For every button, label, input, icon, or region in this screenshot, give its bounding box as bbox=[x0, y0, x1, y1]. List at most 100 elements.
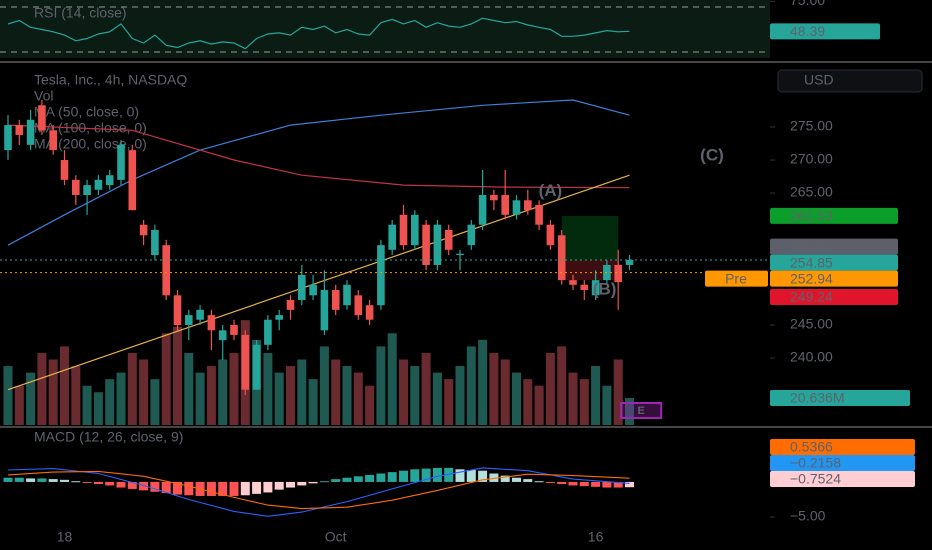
histogram-bar bbox=[319, 481, 329, 483]
histogram-bar bbox=[105, 481, 115, 486]
currency-button-label[interactable]: USD bbox=[804, 72, 834, 88]
volume-bar bbox=[105, 379, 115, 425]
candle-body bbox=[377, 245, 385, 306]
histogram-bar bbox=[150, 481, 160, 492]
histogram-bar bbox=[557, 481, 567, 485]
candle-body bbox=[83, 185, 91, 196]
histogram-bar bbox=[432, 467, 442, 482]
event-label: E bbox=[637, 405, 644, 417]
volume-bar bbox=[3, 366, 13, 425]
volume-bar bbox=[139, 359, 149, 425]
x-tick-label: 16 bbox=[588, 529, 604, 545]
histogram-bar bbox=[26, 478, 36, 482]
legend-entry: Vol bbox=[34, 88, 53, 104]
candle-body bbox=[218, 330, 227, 341]
histogram-bar bbox=[579, 481, 589, 487]
currency-button[interactable]: USD bbox=[777, 69, 923, 93]
wave-label: (A) bbox=[539, 181, 563, 200]
candle-body bbox=[422, 224, 430, 265]
candle-body bbox=[196, 309, 204, 320]
volume-bar bbox=[150, 379, 160, 425]
volume-bar bbox=[82, 385, 92, 425]
candle-body bbox=[15, 125, 24, 135]
candle-body bbox=[230, 325, 238, 335]
histogram-bar bbox=[545, 481, 555, 483]
volume-bar bbox=[353, 372, 363, 425]
x-tick-label: 18 bbox=[57, 529, 73, 545]
wave-label: (C) bbox=[700, 146, 724, 165]
histogram-bar bbox=[455, 469, 465, 482]
price-label: −0.2158 bbox=[790, 455, 841, 471]
volume-bar bbox=[229, 352, 239, 425]
candle-body bbox=[388, 224, 396, 250]
candle-body bbox=[331, 290, 340, 310]
rsi-background bbox=[0, 0, 770, 58]
indicator-title: MACD (12, 26, close, 9) bbox=[34, 429, 183, 445]
indicator-line bbox=[7, 470, 630, 510]
volume-bar bbox=[342, 366, 352, 425]
volume-bar bbox=[93, 392, 103, 425]
volume-bar bbox=[591, 366, 601, 425]
histogram-bar bbox=[387, 472, 397, 482]
volume-bar bbox=[613, 359, 623, 425]
histogram-bar bbox=[568, 481, 578, 486]
candle-body bbox=[433, 224, 442, 265]
candle-body bbox=[535, 204, 543, 225]
histogram-bar bbox=[93, 481, 103, 485]
histogram-bar bbox=[613, 481, 623, 488]
legend-entry: MA (50, close, 0) bbox=[34, 104, 139, 120]
candle-body bbox=[614, 264, 622, 283]
candle-body bbox=[49, 130, 57, 151]
event-marker bbox=[620, 402, 663, 419]
histogram-bar bbox=[206, 481, 216, 496]
chart-title: Tesla, Inc., 4h, NASDAQ bbox=[34, 72, 187, 88]
volume-bar bbox=[263, 352, 273, 425]
histogram-bar bbox=[184, 481, 194, 496]
candle-body bbox=[162, 245, 170, 296]
histogram-bar bbox=[161, 481, 171, 494]
histogram-bar bbox=[263, 481, 273, 493]
candle-body bbox=[207, 315, 216, 331]
y-tick-label: 75.00 bbox=[790, 0, 825, 8]
volume-bar bbox=[319, 346, 329, 425]
rsi-panel: RSI (14, close) 75.00 48.39 bbox=[0, 0, 880, 53]
volume-bar bbox=[286, 366, 295, 425]
candle-body bbox=[546, 224, 555, 246]
candle-body bbox=[343, 284, 351, 306]
volume-bar bbox=[557, 346, 567, 425]
histogram-bar bbox=[240, 481, 250, 496]
candle-body bbox=[151, 229, 159, 256]
volume-bar bbox=[545, 352, 555, 425]
histogram-bar bbox=[3, 477, 13, 482]
volume-bar bbox=[421, 352, 431, 425]
volume-bar bbox=[534, 385, 544, 425]
currency-button-bg[interactable] bbox=[777, 69, 923, 93]
histogram-bar bbox=[71, 481, 81, 483]
candle-body bbox=[501, 195, 509, 215]
candle-body bbox=[128, 150, 137, 211]
candle-body bbox=[591, 280, 600, 296]
histogram-bar bbox=[48, 479, 58, 482]
price-label-box bbox=[770, 389, 910, 406]
volume-bar bbox=[602, 385, 612, 425]
volume-bar bbox=[523, 379, 533, 425]
candle-body bbox=[4, 125, 12, 151]
price-label-box bbox=[770, 207, 898, 224]
candle-body bbox=[241, 334, 250, 390]
y-tick-label: 245.00 bbox=[790, 316, 833, 332]
price-label-box bbox=[770, 270, 898, 287]
candle-body bbox=[444, 229, 453, 250]
candle-body bbox=[557, 235, 566, 281]
histogram-bar bbox=[444, 467, 454, 482]
x-tick-label: Oct bbox=[325, 529, 347, 545]
candle-body bbox=[26, 119, 35, 145]
volume-bar bbox=[331, 359, 341, 425]
candle-body bbox=[286, 299, 295, 310]
volume-bar bbox=[48, 359, 58, 425]
volume-bar bbox=[206, 366, 216, 425]
price-label-box bbox=[770, 454, 915, 471]
volume-bar bbox=[297, 359, 307, 425]
volume-bar bbox=[14, 385, 24, 425]
volume-panel: 20.636M bbox=[3, 320, 910, 425]
